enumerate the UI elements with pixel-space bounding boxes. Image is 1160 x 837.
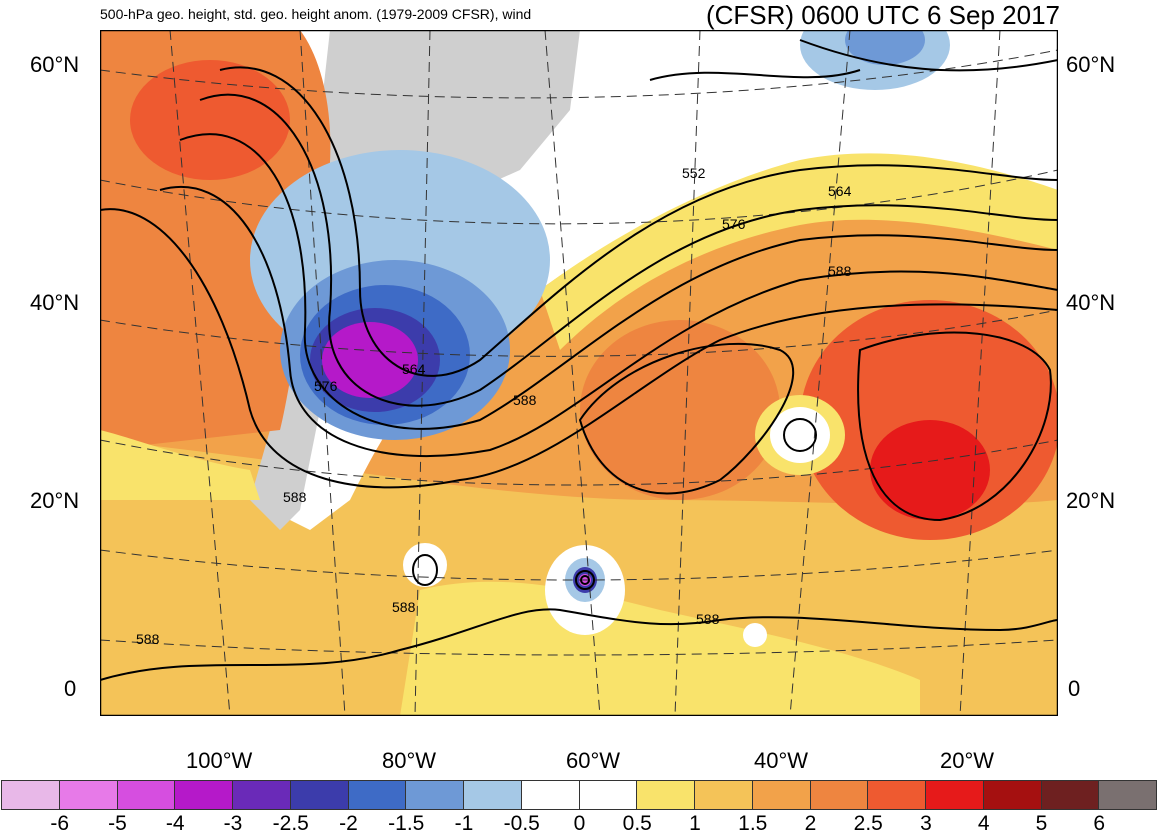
anomaly-caribbean-white xyxy=(403,543,447,587)
anomaly-mid-atlantic xyxy=(580,320,780,500)
land-grey-na xyxy=(250,30,580,530)
contour-label: 588 xyxy=(828,263,852,279)
colorbar-label: 0 xyxy=(573,812,586,835)
graticule xyxy=(100,30,1058,716)
anomaly-jet-yellow xyxy=(540,153,1058,350)
lat-label-left: 40°N xyxy=(30,290,80,315)
colorbar-label: -0.5 xyxy=(503,812,540,835)
colorbar-label: 0.5 xyxy=(622,812,652,835)
anomaly-east-atlantic xyxy=(800,300,1058,540)
colorbar-label: -1.5 xyxy=(388,812,425,835)
lat-label-right: 0 xyxy=(1068,676,1081,701)
contour-label: 564 xyxy=(402,361,426,377)
lat-label-left: 20°N xyxy=(30,488,80,513)
colorbar-label: 5 xyxy=(1035,812,1048,835)
colorbar-label: 6 xyxy=(1093,812,1106,835)
colorbar-swatch xyxy=(405,780,464,810)
contour-label: 588 xyxy=(136,631,160,647)
contour-label: 564 xyxy=(828,183,852,199)
contour-label: 588 xyxy=(392,599,416,615)
colorbar-label: -1 xyxy=(454,812,474,835)
lon-label: 60°W xyxy=(566,748,621,773)
lon-label: 100°W xyxy=(186,748,253,773)
map-frame xyxy=(99,29,1059,717)
lat-label-left: 60°N xyxy=(30,52,80,77)
colorbar-swatch xyxy=(809,780,869,810)
colorbar-swatch xyxy=(1098,780,1157,810)
colorbar-labels: -6 -5 -4 -3 -2.5 -2 -1.5 -1 -0.5 0 0.5 1 1.5 2 2.5 3 4 5 6 xyxy=(0,812,1160,837)
colorbar-label: -6 xyxy=(50,812,70,835)
colorbar-label: 3 xyxy=(920,812,932,835)
map-panel: 552 564 576 588 564 576 588 588 588 588 … xyxy=(99,29,1059,717)
colorbar-label: 2.5 xyxy=(853,812,883,835)
colorbar-swatch xyxy=(520,780,580,810)
colorbar-swatch xyxy=(751,780,811,810)
colorbar-label: 1 xyxy=(689,812,701,835)
anomaly-cutoff-white xyxy=(770,407,830,463)
lon-label: 20°W xyxy=(940,748,995,773)
map-subtitle: 500-hPa geo. height, std. geo. height an… xyxy=(100,6,532,22)
colorbar-label: -4 xyxy=(165,812,185,835)
colorbar-label: -2.5 xyxy=(272,812,309,835)
contour-label: 588 xyxy=(513,392,537,408)
colorbar-swatch xyxy=(174,780,233,810)
colorbar-swatch xyxy=(347,780,407,810)
colorbar-label: -2 xyxy=(339,812,358,835)
anomaly-trough-core xyxy=(322,322,418,398)
colorbar-swatch xyxy=(463,780,522,810)
contour-label: 588 xyxy=(283,489,307,505)
anomaly-greenland-low-core xyxy=(845,30,925,65)
lat-label-right: 60°N xyxy=(1066,52,1116,77)
colorbar-swatch xyxy=(1,780,60,810)
contour-label: 576 xyxy=(722,216,746,232)
colorbar-label: 1.5 xyxy=(738,812,768,835)
colorbar-swatch xyxy=(982,780,1042,810)
contour-label-group: 552 564 576 588 564 576 588 588 588 588 … xyxy=(136,165,852,647)
map-title: (CFSR) 0600 UTC 6 Sep 2017 xyxy=(705,0,1060,30)
colorbar-swatch xyxy=(232,780,291,810)
contour-label: 552 xyxy=(682,165,706,181)
colorbar-swatch xyxy=(58,780,118,810)
colorbar-label: -3 xyxy=(223,812,243,835)
colorbar-swatch xyxy=(1040,780,1100,810)
colorbar xyxy=(1,780,1157,810)
map-canvas: 552 564 576 588 564 576 588 588 588 588 … xyxy=(99,29,1059,717)
colorbar-swatch xyxy=(694,780,753,810)
lon-label: 80°W xyxy=(382,748,437,773)
colorbar-swatch xyxy=(116,780,176,810)
colorbar-swatch xyxy=(925,780,984,810)
colorbar-swatch xyxy=(867,780,926,810)
lon-label: 40°W xyxy=(754,748,809,773)
colorbar-label: 2 xyxy=(804,812,817,835)
lat-label-right: 20°N xyxy=(1066,488,1116,513)
contour-label: 588 xyxy=(696,611,720,627)
height-contours xyxy=(100,39,1058,681)
colorbar-swatch xyxy=(289,780,349,810)
anomaly-caribbean-yellow xyxy=(400,581,920,716)
colorbar-label: -5 xyxy=(108,812,127,835)
lat-label-right: 40°N xyxy=(1066,290,1116,315)
contour-label: 576 xyxy=(314,378,338,394)
lat-label-left: 0 xyxy=(64,676,77,701)
anomaly-east-atlantic-core xyxy=(870,420,990,520)
anomaly-west-na-core xyxy=(130,60,290,180)
colorbar-label: 4 xyxy=(977,812,990,835)
colorbar-swatch xyxy=(636,780,695,810)
anomaly-small-white xyxy=(743,623,767,647)
colorbar-swatch xyxy=(578,780,638,810)
